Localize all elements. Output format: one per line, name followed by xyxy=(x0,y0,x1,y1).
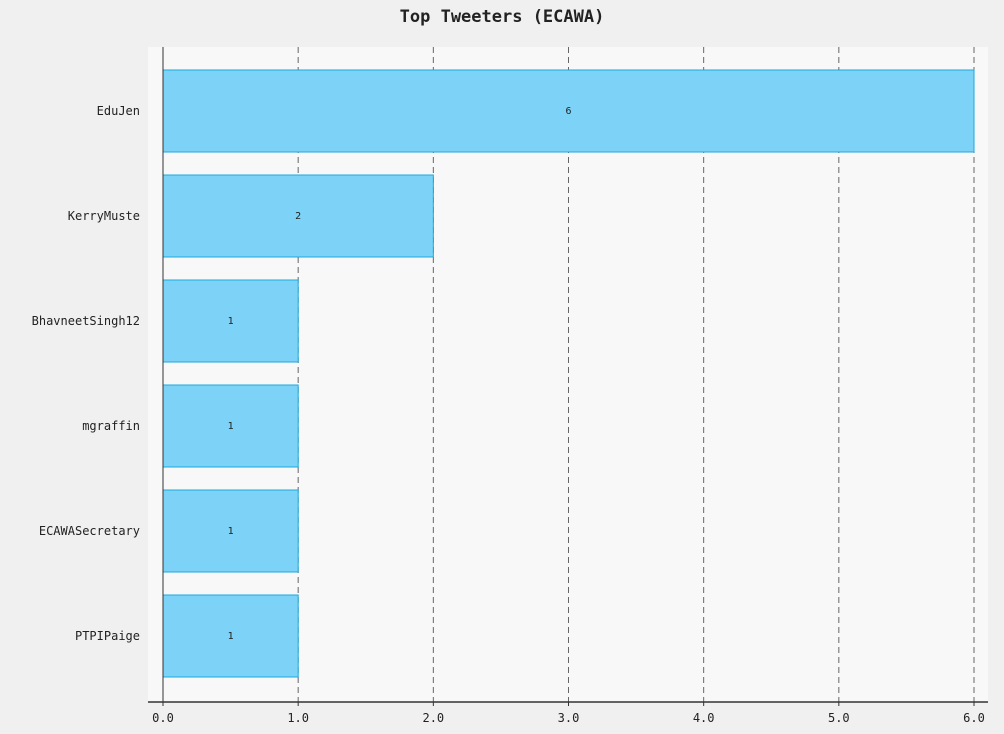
category-labels: EduJen KerryMuste BhavneetSingh12 mgraffin E… xyxy=(32,104,140,643)
data-label: 2 xyxy=(295,211,301,222)
data-label: 1 xyxy=(228,631,234,642)
category-label: EduJen xyxy=(97,104,140,118)
bar xyxy=(162,69,975,153)
bar xyxy=(162,489,299,573)
category-label: BhavneetSingh12 xyxy=(32,314,140,328)
bar xyxy=(162,594,299,678)
x-tick-labels: 0.0 1.0 2.0 3.0 4.0 5.0 6.0 xyxy=(152,702,985,725)
x-tick-label: 1.0 xyxy=(287,711,309,725)
x-tick-label: 6.0 xyxy=(963,711,985,725)
chart-title: Top Tweeters (ECAWA) xyxy=(400,7,605,27)
x-tick-label: 2.0 xyxy=(422,711,444,725)
x-tick-label: 3.0 xyxy=(558,711,580,725)
x-tick-label: 0.0 xyxy=(152,711,174,725)
data-label: 1 xyxy=(228,421,234,432)
x-tick-label: 4.0 xyxy=(693,711,715,725)
category-label: KerryMuste xyxy=(68,209,140,223)
data-label: 1 xyxy=(228,526,234,537)
category-label: ECAWASecretary xyxy=(39,524,140,538)
gridlines xyxy=(297,47,975,702)
data-label: 6 xyxy=(565,106,571,117)
x-tick-label: 5.0 xyxy=(828,711,850,725)
data-label: 1 xyxy=(228,316,234,327)
category-label: PTPIPaige xyxy=(75,629,140,643)
bar xyxy=(162,384,299,468)
bar xyxy=(162,174,434,258)
bars: 6 2 1 1 1 1 xyxy=(162,69,975,678)
category-label: mgraffin xyxy=(82,419,140,433)
